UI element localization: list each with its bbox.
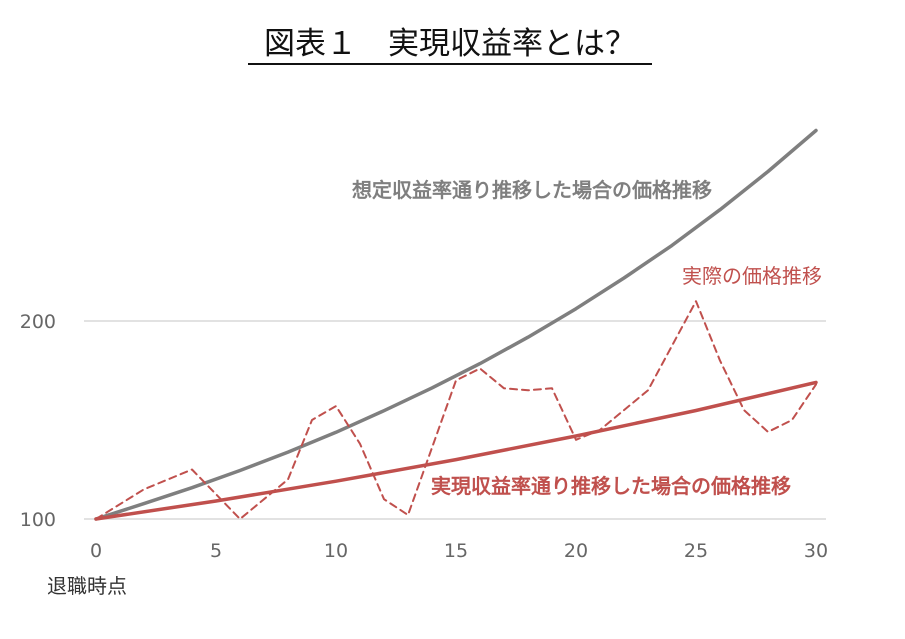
y-tick-label-100: 100 [20,509,56,531]
legend-label-realized: 実現収益率通り推移した場合の価格推移 [431,474,791,498]
tick-labels: 100 200 0 5 10 15 20 25 30 [20,311,828,562]
x-tick-label-0: 0 [90,540,102,562]
x-tick-label-25: 25 [684,540,708,562]
x-tick-label-5: 5 [210,540,222,562]
series-lines [94,128,818,521]
x-tick-label-10: 10 [324,540,348,562]
x-tick-label-20: 20 [564,540,588,562]
x-tick-label-15: 15 [444,540,468,562]
chart-title: 図表１ 実現収益率とは？ [264,26,636,62]
x-tick-label-30: 30 [804,540,828,562]
legend-label-expected: 想定収益率通り推移した場合の価格推移 [352,178,712,202]
series-expected-line [94,128,818,521]
series-realized-line [94,380,818,521]
x-axis-label: 退職時点 [47,574,127,598]
legend-label-actual: 実際の価格推移 [682,264,822,288]
y-tick-label-200: 200 [20,311,56,333]
gridlines [84,320,826,520]
series-actual-line [95,300,817,520]
